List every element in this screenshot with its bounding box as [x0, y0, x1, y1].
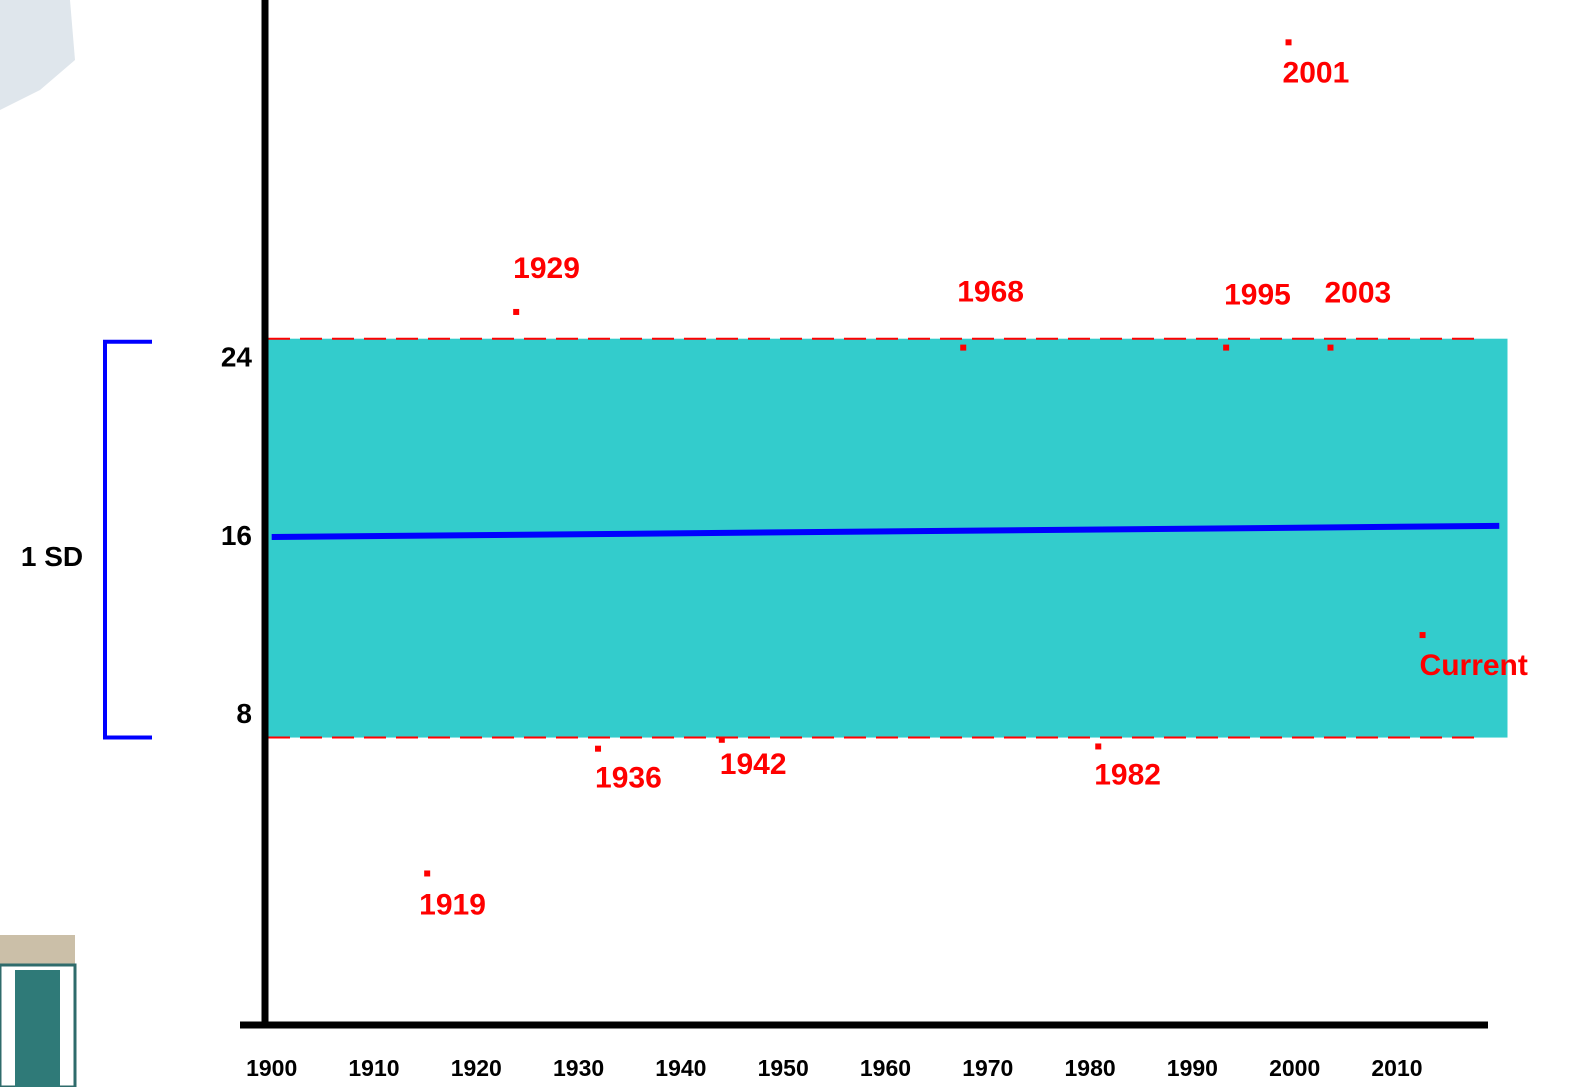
- x-tick-label: 1950: [758, 1055, 809, 1081]
- y-tick-label: 24: [221, 342, 253, 373]
- data-point: [424, 870, 430, 876]
- point-label: 2001: [1283, 56, 1350, 89]
- x-tick-label: 1910: [348, 1055, 399, 1081]
- point-label: 1942: [720, 748, 787, 781]
- point-label: 1968: [957, 276, 1024, 309]
- x-tick-label: 1960: [860, 1055, 911, 1081]
- sd-bracket: [105, 342, 152, 738]
- point-label: 1982: [1094, 758, 1161, 791]
- x-tick-label: 1920: [451, 1055, 502, 1081]
- x-tick-label: 1990: [1167, 1055, 1218, 1081]
- x-tick-label: 2010: [1371, 1055, 1422, 1081]
- x-tick-label: 1970: [962, 1055, 1013, 1081]
- chart: 1 SD 1900 1910 1920 1930 1940 1950 1960 1970 1980…: [0, 0, 1575, 1087]
- x-tick-label: 2000: [1269, 1055, 1320, 1081]
- data-point: [513, 309, 519, 315]
- sd-label: 1 SD: [21, 541, 83, 572]
- data-point: [1095, 743, 1101, 749]
- data-point: [1420, 632, 1426, 638]
- data-point: [1327, 345, 1333, 351]
- data-point: [1286, 39, 1292, 45]
- data-point: [719, 737, 725, 743]
- data-point: [595, 746, 601, 752]
- x-tick-label: 1900: [246, 1055, 297, 1081]
- x-tick-label: 1930: [553, 1055, 604, 1081]
- point-label: 1929: [513, 252, 580, 285]
- point-label: 1919: [419, 888, 486, 921]
- point-label: 1936: [595, 762, 662, 795]
- decor-logo-pillar: [15, 970, 60, 1087]
- data-point: [1223, 345, 1229, 351]
- point-label: Current: [1420, 649, 1528, 682]
- point-label: 2003: [1324, 277, 1391, 310]
- y-tick-label: 16: [221, 520, 252, 551]
- point-label: 1995: [1224, 279, 1291, 312]
- data-point: [960, 345, 966, 351]
- x-tick-label: 1980: [1064, 1055, 1115, 1081]
- y-tick-label: 8: [236, 698, 252, 729]
- decor-logo-top: [0, 935, 75, 965]
- x-tick-label: 1940: [655, 1055, 706, 1081]
- decor-card: [0, 0, 75, 110]
